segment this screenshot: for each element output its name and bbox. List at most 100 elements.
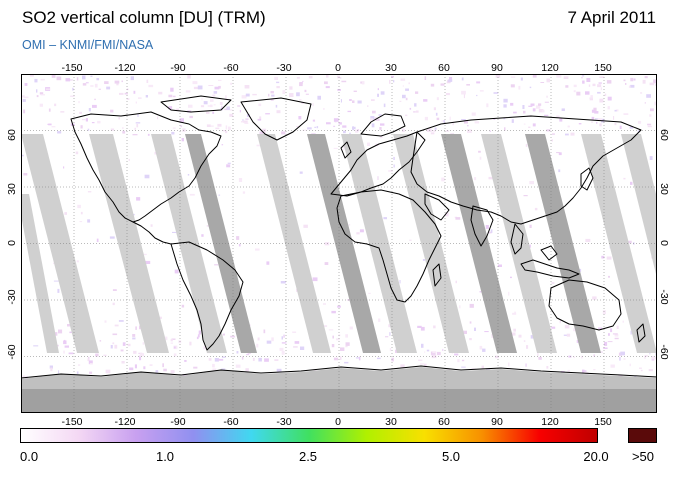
so2-speckle <box>56 344 59 347</box>
so2-speckle <box>418 359 423 361</box>
so2-speckle <box>219 102 223 105</box>
so2-speckle <box>120 349 124 352</box>
lon-tick-bottom: 120 <box>541 416 559 428</box>
so2-speckle <box>461 77 464 81</box>
so2-speckle <box>559 118 563 122</box>
so2-speckle <box>252 93 257 96</box>
so2-speckle <box>134 127 136 130</box>
so2-speckle <box>546 366 549 369</box>
so2-speckle <box>270 98 274 101</box>
so2-speckle <box>207 105 211 107</box>
so2-speckle <box>589 97 593 99</box>
so2-speckle <box>106 86 111 90</box>
so2-speckle <box>426 128 432 132</box>
so2-speckle <box>64 345 69 348</box>
so2-speckle <box>345 334 348 338</box>
so2-speckle <box>221 105 223 110</box>
lat-tick-left: 0 <box>6 240 18 246</box>
so2-speckle <box>45 88 51 90</box>
so2-speckle <box>380 91 385 95</box>
so2-speckle <box>138 97 142 99</box>
so2-speckle <box>57 131 62 134</box>
so2-speckle <box>461 119 466 121</box>
so2-speckle <box>377 88 379 91</box>
so2-speckle <box>201 234 204 237</box>
so2-speckle <box>567 369 570 372</box>
so2-speckle <box>331 310 336 314</box>
so2-speckle <box>135 326 137 330</box>
so2-speckle <box>182 128 186 132</box>
so2-speckle <box>91 122 95 124</box>
so2-speckle <box>495 355 499 359</box>
so2-speckle <box>130 76 134 81</box>
so2-speckle <box>353 90 357 92</box>
so2-speckle <box>510 102 514 106</box>
so2-speckle <box>576 340 579 343</box>
so2-speckle <box>76 371 79 374</box>
lon-tick-bottom: -150 <box>61 416 83 428</box>
so2-speckle <box>64 339 66 343</box>
so2-speckle <box>489 130 491 132</box>
so2-speckle <box>573 328 577 332</box>
so2-speckle <box>586 78 591 82</box>
so2-speckle <box>302 129 307 131</box>
so2-speckle <box>77 204 81 209</box>
so2-speckle <box>40 78 45 81</box>
so2-speckle <box>323 303 326 305</box>
so2-speckle <box>510 76 516 78</box>
so2-speckle <box>340 347 345 351</box>
so2-speckle <box>157 116 159 120</box>
map-date: 7 April 2011 <box>567 8 656 27</box>
so2-speckle <box>331 344 335 348</box>
so2-speckle <box>529 86 532 89</box>
so2-speckle <box>342 125 347 128</box>
so2-speckle <box>221 356 226 358</box>
so2-speckle <box>529 181 534 185</box>
so2-speckle <box>630 330 632 335</box>
so2-speckle <box>433 130 436 133</box>
so2-speckle <box>522 105 525 109</box>
so2-speckle <box>114 80 120 84</box>
so2-speckle <box>596 122 598 124</box>
so2-speckle <box>474 177 477 181</box>
so2-speckle <box>563 76 569 79</box>
so2-speckle <box>409 239 412 241</box>
coastline-asia <box>410 115 642 225</box>
so2-speckle <box>357 129 360 132</box>
so2-speckle <box>628 85 631 88</box>
so2-speckle <box>629 363 631 367</box>
so2-speckle <box>424 363 427 368</box>
so2-speckle <box>122 342 126 346</box>
lat-tick-left: 30 <box>6 183 18 195</box>
so2-speckle <box>79 221 83 223</box>
so2-speckle <box>118 320 124 322</box>
so2-speckle <box>98 88 101 90</box>
so2-speckle <box>648 369 653 372</box>
so2-speckle <box>455 280 457 284</box>
so2-speckle <box>89 371 93 374</box>
so2-speckle <box>415 91 419 94</box>
so2-speckle <box>266 340 272 344</box>
so2-speckle <box>565 85 569 88</box>
data-source-credit: OMI – KNMI/FMI/NASA <box>22 38 154 52</box>
so2-speckle <box>22 99 26 102</box>
so2-speckle <box>217 123 222 127</box>
so2-speckle <box>593 369 596 371</box>
lon-tick-top: 60 <box>438 62 450 74</box>
so2-speckle <box>312 119 315 122</box>
so2-speckle <box>377 93 379 97</box>
so2-speckle <box>57 288 60 293</box>
so2-speckle <box>226 164 231 168</box>
orbit-gap-swath <box>341 134 417 353</box>
colorbar-label: >50 <box>631 449 655 464</box>
so2-speckle <box>142 342 145 345</box>
so2-speckle <box>158 91 163 95</box>
so2-speckle <box>222 333 225 336</box>
so2-speckle <box>414 103 417 107</box>
so2-speckle <box>599 123 602 127</box>
so2-speckle <box>552 133 555 135</box>
so2-speckle <box>590 95 593 98</box>
so2-speckle <box>225 95 227 99</box>
so2-speckle <box>180 125 183 128</box>
so2-speckle <box>461 366 466 368</box>
